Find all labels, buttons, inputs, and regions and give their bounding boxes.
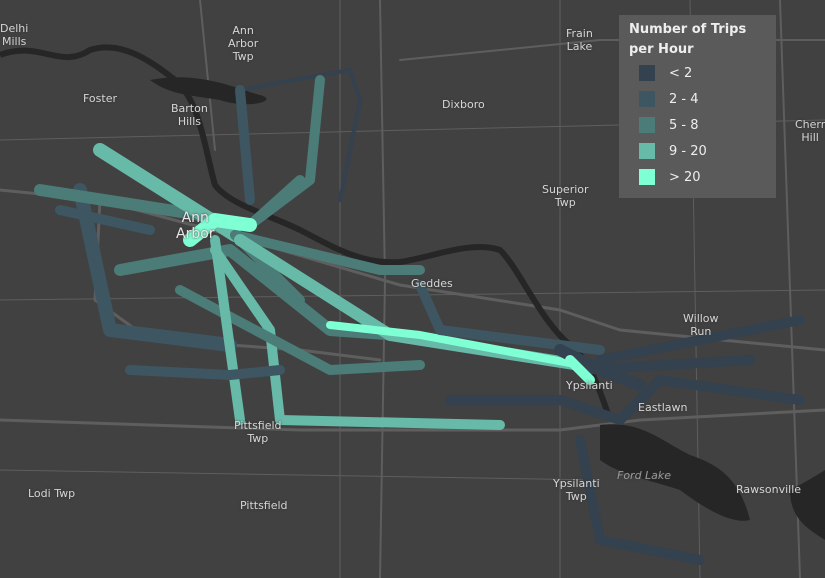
route-segment: [595, 315, 805, 365]
route-segment: [73, 183, 237, 352]
route-segment: [415, 280, 605, 355]
route-segment: [555, 375, 805, 425]
route-segment: [326, 321, 584, 369]
place-foster: Foster: [83, 92, 117, 105]
place-pittsfield-twp: Pittsfield Twp: [234, 419, 282, 445]
place-barton-hills: Barton Hills: [171, 102, 208, 128]
place-superior-twp: Superior Twp: [542, 183, 589, 209]
route-segment: [183, 213, 257, 247]
route-segment: [238, 68, 362, 202]
legend-label: 5 - 8: [669, 117, 699, 133]
ford-lake: [600, 424, 750, 521]
route-segment: [55, 205, 155, 235]
huron-river: [0, 44, 613, 421]
legend-item: < 2: [639, 60, 766, 86]
legend-swatch: [639, 65, 655, 81]
legend-title: Number of Trips per Hour: [629, 22, 747, 57]
legend-item: 9 - 20: [639, 138, 766, 164]
legend-label: > 20: [669, 169, 701, 185]
place-lodi-twp: Lodi Twp: [28, 487, 76, 500]
route-segment: [575, 435, 705, 565]
place-pittsfield: Pittsfield: [240, 499, 288, 512]
legend-swatch: [639, 117, 655, 133]
road: [199, 0, 216, 151]
place-ypsilanti-twp: Ypsilanti Twp: [553, 477, 600, 503]
route-segment: [565, 355, 595, 385]
place-cherry-hill: Cherr Hill: [795, 118, 825, 144]
legend-item: 5 - 8: [639, 112, 766, 138]
route-segment: [125, 365, 285, 380]
place-dixboro: Dixboro: [442, 98, 485, 111]
road: [0, 289, 825, 301]
legend: Number of Trips per Hour < 2 2 - 4 5 - 8 9 …: [619, 15, 776, 198]
place-frain-lake: Frain Lake: [566, 27, 593, 53]
road: [379, 0, 386, 578]
route-segment: [230, 230, 425, 275]
place-willow-run: Willow Run: [683, 312, 719, 338]
route-segment: [210, 235, 245, 425]
road: [779, 0, 801, 578]
legend-swatch: [639, 91, 655, 107]
place-ford-lake: Ford Lake: [617, 469, 672, 482]
place-ann-arbor: Ann Arbor: [176, 210, 215, 242]
place-rawsonville: Rawsonville: [736, 483, 802, 496]
place-delhi-mills: Delhi Mills: [0, 22, 29, 48]
legend-label: 2 - 4: [669, 91, 699, 107]
legend-label: < 2: [669, 65, 693, 81]
route-segment: [245, 175, 305, 230]
legend-swatch: [639, 143, 655, 159]
belleville-lake: [790, 470, 825, 540]
road: [0, 469, 601, 481]
legend-label: 9 - 20: [669, 143, 707, 159]
route-segment: [575, 355, 755, 375]
legend-swatch: [639, 169, 655, 185]
lake-barton: [150, 77, 267, 105]
place-ypsilanti: Ypsilanti: [566, 379, 613, 392]
transit-routes: [34, 68, 805, 565]
place-geddes: Geddes: [411, 277, 453, 290]
legend-item: > 20: [639, 164, 766, 190]
route-segment: [235, 85, 255, 205]
legend-item: 2 - 4: [639, 86, 766, 112]
place-eastlawn: Eastlawn: [638, 401, 688, 414]
place-ann-arbor-twp: Ann Arbor Twp: [228, 24, 259, 63]
